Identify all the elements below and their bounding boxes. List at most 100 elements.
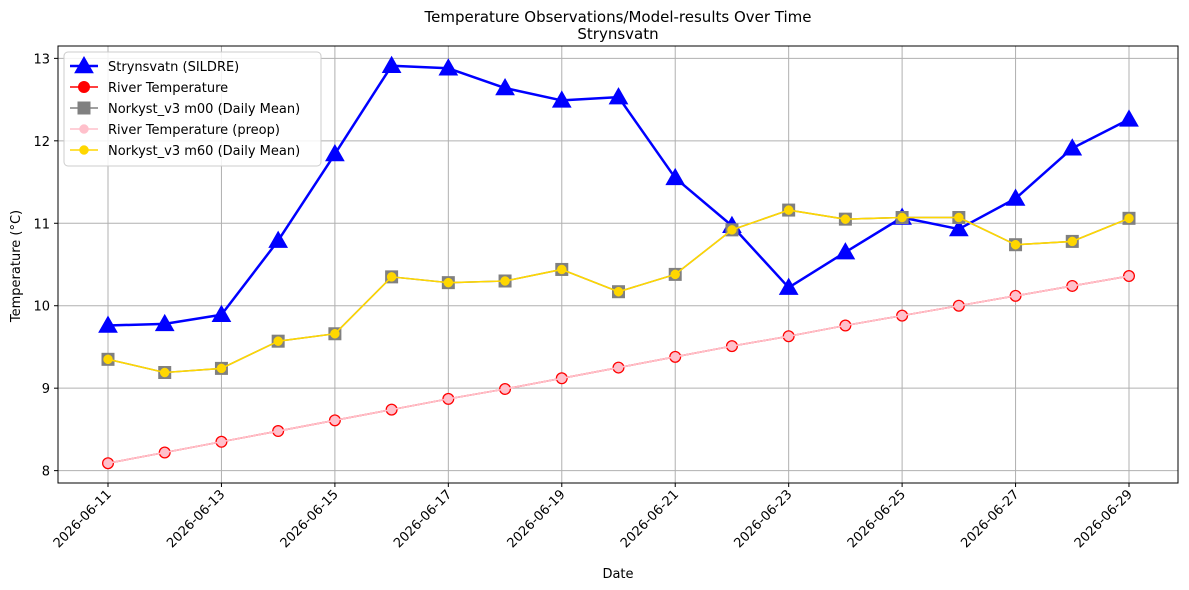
y-tick-label: 10 bbox=[33, 300, 50, 315]
y-tick-label: 11 bbox=[33, 217, 50, 232]
data-point bbox=[840, 320, 851, 331]
data-point bbox=[783, 331, 794, 341]
legend-marker bbox=[74, 55, 94, 74]
legend-label: Norkyst_v3 m60 (Daily Mean) bbox=[108, 144, 300, 159]
data-point bbox=[159, 367, 170, 378]
data-point bbox=[613, 286, 624, 297]
data-point bbox=[386, 404, 397, 415]
grid bbox=[58, 46, 1178, 483]
data-point bbox=[948, 219, 969, 237]
y-tick-label: 13 bbox=[33, 52, 50, 67]
legend: Strynsvatn (SILDRE) River Temperature Nork… bbox=[63, 51, 322, 167]
data-point bbox=[1010, 291, 1021, 301]
data-point bbox=[273, 336, 283, 346]
data-point bbox=[500, 384, 510, 394]
data-point bbox=[325, 144, 345, 162]
data-point bbox=[103, 458, 113, 468]
data-point bbox=[954, 300, 964, 311]
data-point bbox=[1119, 109, 1139, 127]
data-point bbox=[778, 277, 799, 295]
data-point bbox=[273, 426, 283, 436]
legend-item: River Temperature bbox=[70, 81, 228, 96]
data-point bbox=[1005, 188, 1026, 206]
data-point bbox=[840, 214, 851, 224]
y-tick-label: 8 bbox=[42, 465, 50, 480]
legend-marker bbox=[78, 81, 90, 93]
data-point bbox=[381, 55, 402, 74]
data-point bbox=[670, 269, 680, 280]
y-tick-label: 12 bbox=[33, 135, 50, 150]
legend-item: Strynsvatn (SILDRE) bbox=[70, 55, 239, 75]
data-point bbox=[783, 205, 794, 215]
series-4 bbox=[103, 271, 1134, 468]
chart-title: Temperature Observations/Model-results O… bbox=[423, 8, 811, 26]
x-tick-label: 2026-06-23 bbox=[731, 487, 795, 551]
data-point bbox=[386, 272, 397, 282]
legend-item: River Temperature (preop) bbox=[70, 123, 280, 138]
data-point bbox=[159, 447, 170, 458]
legend-label: River Temperature bbox=[108, 81, 228, 96]
legend-marker bbox=[79, 145, 89, 155]
data-point bbox=[613, 362, 624, 373]
legend-item: Norkyst_v3 m00 (Daily Mean) bbox=[70, 101, 300, 117]
data-point bbox=[211, 304, 232, 323]
legend-box bbox=[63, 51, 322, 167]
data-point bbox=[268, 230, 289, 248]
data-point bbox=[835, 242, 856, 260]
x-tick-label: 2026-06-27 bbox=[958, 487, 1022, 551]
data-point bbox=[1062, 138, 1083, 156]
data-point bbox=[1010, 239, 1021, 250]
x-tick-label: 2026-06-11 bbox=[51, 487, 115, 551]
x-tick-label: 2026-06-25 bbox=[845, 487, 909, 551]
data-point bbox=[954, 212, 964, 223]
data-point bbox=[665, 167, 686, 186]
data-point bbox=[103, 354, 113, 365]
legend-item: Norkyst_v3 m60 (Daily Mean) bbox=[70, 144, 300, 159]
data-point bbox=[443, 277, 454, 288]
series-5 bbox=[103, 205, 1134, 378]
legend-label: Strynsvatn (SILDRE) bbox=[108, 60, 239, 75]
x-tick-label: 2026-06-29 bbox=[1072, 487, 1136, 551]
x-tick-label: 2026-06-17 bbox=[391, 487, 455, 551]
data-point bbox=[897, 310, 907, 321]
data-point bbox=[216, 437, 227, 447]
y-tick-label: 9 bbox=[42, 382, 50, 397]
data-point bbox=[495, 78, 515, 96]
data-point bbox=[727, 341, 737, 351]
legend-label: Norkyst_v3 m00 (Daily Mean) bbox=[108, 102, 300, 117]
x-tick-label: 2026-06-21 bbox=[618, 487, 682, 551]
data-point bbox=[608, 87, 629, 105]
series-layer bbox=[98, 55, 1139, 470]
data-point bbox=[897, 212, 907, 223]
x-axis-label: Date bbox=[602, 567, 633, 582]
data-point bbox=[154, 313, 175, 332]
data-point bbox=[670, 352, 680, 362]
x-tick-label: 2026-06-19 bbox=[505, 487, 569, 551]
data-point bbox=[500, 276, 510, 286]
data-point bbox=[727, 225, 737, 235]
data-point bbox=[330, 329, 340, 339]
data-point bbox=[557, 373, 567, 384]
data-point bbox=[1067, 281, 1078, 291]
data-point bbox=[1124, 271, 1134, 281]
legend-marker bbox=[79, 124, 89, 134]
data-point bbox=[438, 58, 459, 76]
data-point bbox=[1124, 213, 1134, 224]
data-point bbox=[551, 90, 572, 108]
data-point bbox=[443, 394, 454, 404]
chart-subtitle: Strynsvatn bbox=[577, 25, 658, 43]
data-point bbox=[1067, 236, 1078, 247]
data-point bbox=[98, 315, 118, 333]
data-point bbox=[330, 415, 340, 426]
y-axis: 8 9 10 11 12 13 bbox=[33, 52, 58, 480]
x-tick-label: 2026-06-15 bbox=[278, 487, 342, 551]
plot-frame bbox=[57, 45, 1179, 484]
data-point bbox=[216, 363, 227, 374]
legend-marker bbox=[77, 101, 91, 115]
x-axis: 2026-06-11 2026-06-13 2026-06-15 2026-06-17… bbox=[51, 483, 1136, 551]
legend-label: River Temperature (preop) bbox=[108, 123, 280, 138]
y-axis-label: Temperature (°C) bbox=[9, 210, 24, 323]
data-point bbox=[557, 264, 567, 275]
x-tick-label: 2026-06-13 bbox=[164, 487, 228, 551]
